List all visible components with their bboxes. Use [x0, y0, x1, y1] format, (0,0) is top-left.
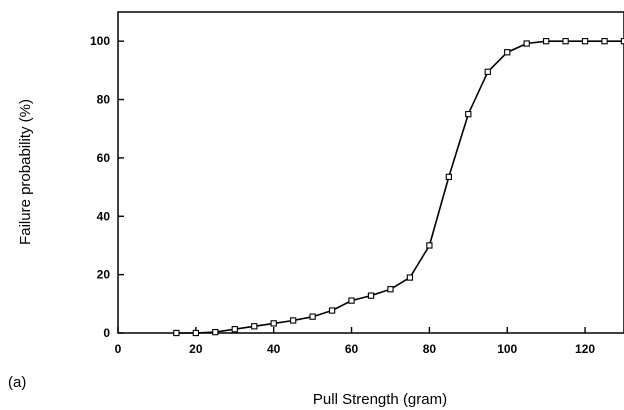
plot-frame [117, 11, 624, 334]
data-point-marker [406, 274, 414, 281]
data-point-marker [212, 328, 219, 336]
data-point-marker [465, 110, 472, 118]
data-point-marker [543, 38, 550, 45]
data-point-marker [328, 307, 336, 314]
data-point-marker [620, 38, 624, 45]
data-point-marker [309, 313, 316, 320]
series-markers [173, 38, 624, 337]
x-tick-label: 80 [423, 342, 437, 356]
data-point-marker [601, 38, 608, 45]
data-point-marker [290, 317, 297, 324]
data-point-marker [192, 329, 199, 337]
data-point-marker [523, 40, 530, 47]
data-point-marker [173, 329, 180, 337]
series-line [176, 40, 624, 334]
data-point-marker [562, 38, 569, 45]
data-point-marker [387, 286, 394, 293]
x-tick-label: 20 [189, 342, 203, 356]
panel-label: (a) [8, 374, 26, 391]
x-tick-label: 100 [497, 342, 517, 356]
data-point-marker [504, 49, 511, 56]
x-tick-label: 0 [115, 342, 122, 356]
data-point-marker [581, 38, 589, 45]
data-point-marker [348, 297, 355, 304]
x-axis-ticks: 0 20 40 60 80 100 120 [115, 327, 595, 356]
x-tick-label: 40 [267, 342, 281, 356]
x-tick-label: 120 [575, 342, 595, 356]
y-tick-label: 80 [97, 93, 111, 107]
data-point-marker [445, 173, 452, 181]
y-axis-title: Failure probability (%) [17, 99, 34, 245]
data-point-marker [251, 323, 258, 330]
x-axis-title: Pull Strength (gram) [313, 391, 447, 408]
data-point-marker [426, 242, 433, 249]
x-tick-label: 60 [345, 342, 359, 356]
y-tick-label: 60 [97, 151, 111, 165]
y-tick-label: 40 [97, 209, 111, 223]
y-tick-label: 20 [97, 268, 111, 282]
data-point-marker [231, 326, 238, 333]
y-tick-label: 100 [90, 34, 110, 48]
data-point-marker [270, 320, 277, 327]
data-point-marker [367, 292, 375, 299]
y-tick-label: 0 [103, 326, 110, 340]
data-point-marker [484, 68, 491, 75]
y-axis-ticks: 0 20 40 60 80 100 [90, 34, 124, 340]
